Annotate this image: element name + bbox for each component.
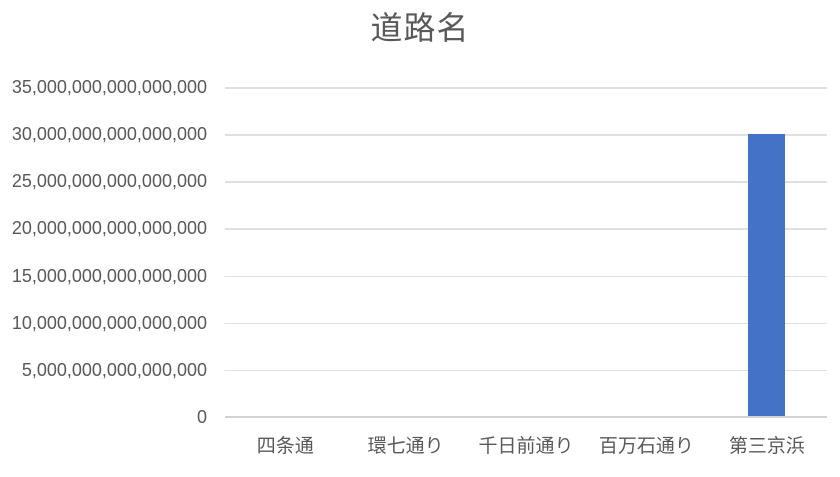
bar-slot-5 [707,87,827,417]
gridline [225,87,827,89]
bar-slot-3 [466,87,586,417]
x-tick-label: 環七通り [367,436,444,457]
y-tick-label: 30,000,000,000,000,000 [11,124,207,145]
bar-slot-4 [586,87,706,417]
y-tick-label: 0 [196,407,207,427]
y-tick-label: 10,000,000,000,000,000 [11,312,207,333]
y-tick-label: 15,000,000,000,000,000 [11,265,207,286]
bar-slot-1 [225,87,345,417]
gridline [225,275,827,278]
y-tick-label: 35,000,000,000,000,000 [11,77,207,97]
chart-title: 道路名 [370,10,470,46]
gridline [225,181,827,183]
bars-container [225,87,827,417]
gridline [225,369,827,372]
gridline [225,322,827,325]
x-tick-label: 第三京浜 [728,436,805,457]
bar-第三京浜[interactable] [748,134,786,417]
gridline [225,134,827,136]
x-axis-line [225,416,827,418]
y-tick-label: 5,000,000,000,000,000 [21,359,207,380]
y-tick-label: 20,000,000,000,000,000 [11,218,207,239]
x-axis-labels: 四条通 環七通り 千日前通り 百万石通り 第三京浜 [225,431,827,458]
y-tick-label: 25,000,000,000,000,000 [11,171,207,192]
bar-slot-2 [345,87,465,417]
y-axis-labels: 0 5,000,000,000,000,000 10,000,000,000,000… [0,0,207,477]
plot-area [225,87,827,418]
x-tick-label: 千日前通り [478,436,574,457]
gridline [225,228,827,230]
x-tick-label: 百万石通り [598,436,694,457]
x-tick-label: 四条通 [256,436,314,457]
